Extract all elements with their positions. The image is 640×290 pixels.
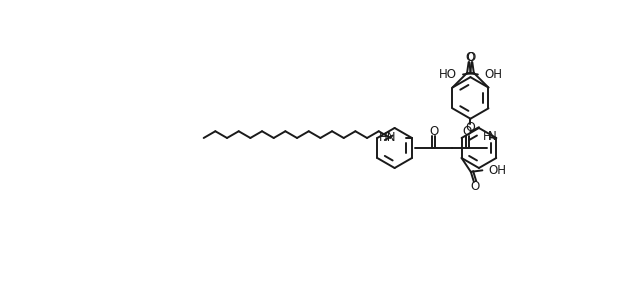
Text: O: O (463, 124, 472, 137)
Text: O: O (470, 180, 479, 193)
Text: O: O (466, 51, 476, 64)
Text: O: O (465, 122, 476, 135)
Text: O: O (465, 51, 475, 64)
Text: HN: HN (379, 131, 397, 144)
Text: N: N (488, 130, 497, 143)
Text: OH: OH (488, 164, 506, 177)
Text: O: O (429, 124, 438, 137)
Text: OH: OH (484, 68, 502, 81)
Text: HO: HO (439, 68, 457, 81)
Text: H: H (483, 130, 492, 143)
